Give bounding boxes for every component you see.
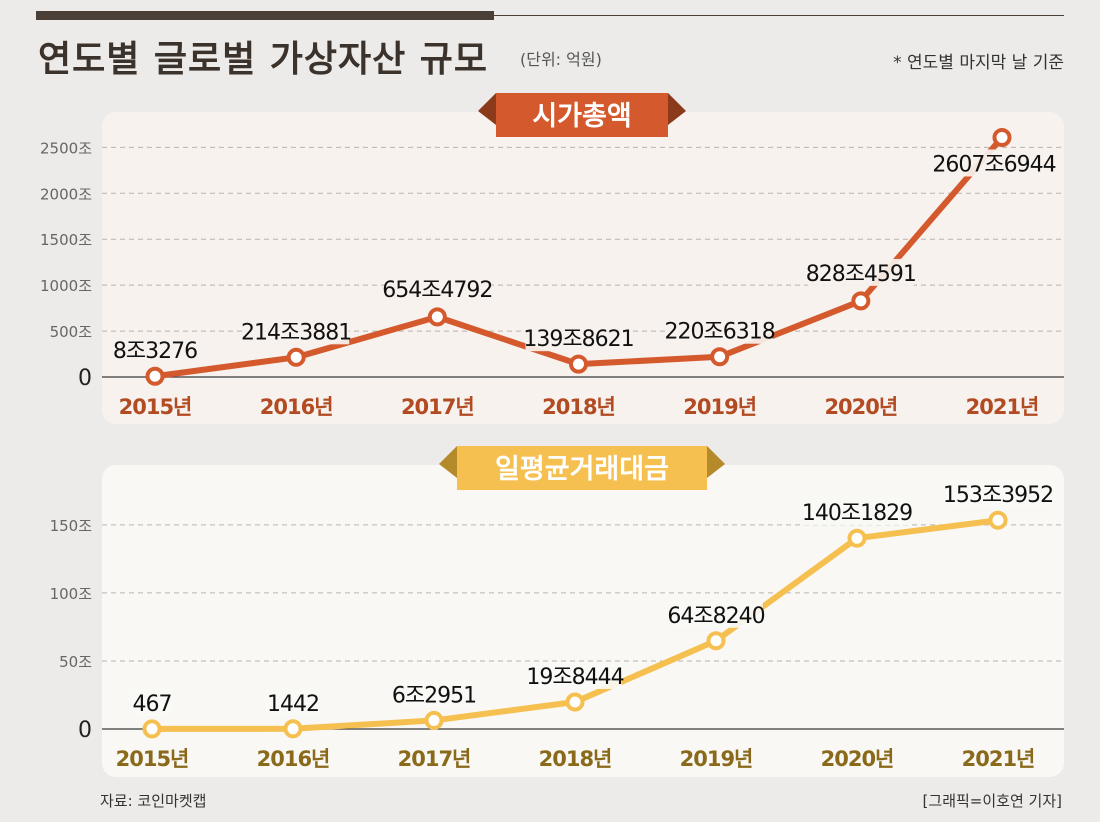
market-cap-data-point <box>992 127 1012 147</box>
trading-volume-data-label-bg <box>945 480 1051 508</box>
top-accent-bar <box>36 11 494 20</box>
trading-volume-banner-fold-left <box>439 446 457 478</box>
market-cap-data-label-bg <box>807 258 914 286</box>
market-cap-data-label: 8조3276 <box>113 339 197 364</box>
market-cap-x-tick: 2015년 <box>119 395 192 419</box>
trading-volume-data-point <box>142 719 162 739</box>
market-cap-data-label-bg <box>243 317 350 345</box>
market-cap-data-point <box>851 291 871 311</box>
graphic-credit: [그래픽=이호연 기자] <box>922 792 1062 810</box>
trading-volume-x-tick: 2017년 <box>398 747 471 771</box>
market-cap-data-label-bg <box>934 149 1054 177</box>
trading-volume-y-tick: 100조 <box>50 585 93 603</box>
trading-volume-data-label-bg <box>804 498 910 526</box>
market-cap-data-label: 220조6318 <box>665 320 775 345</box>
trading-volume-data-label: 140조1829 <box>802 501 912 526</box>
market-cap-banner-fold-left <box>478 93 496 125</box>
market-cap-y-tick: 2000조 <box>40 185 92 203</box>
trading-volume-banner <box>457 446 707 490</box>
market-cap-data-label-bg <box>384 274 491 302</box>
market-cap-data-label-bg <box>114 336 196 364</box>
trading-volume-data-point <box>706 631 726 651</box>
market-cap-y-tick: 0 <box>78 366 92 391</box>
market-cap-banner-fold-right <box>668 93 686 125</box>
market-cap-data-label: 139조8621 <box>523 327 633 352</box>
trading-volume-data-point <box>847 528 867 548</box>
trading-volume-data-label-bg <box>393 680 475 708</box>
trading-volume-data-label-bg <box>669 600 763 628</box>
trading-volume-x-tick: 2015년 <box>116 747 189 771</box>
market-cap-data-label: 2607조6944 <box>932 152 1055 177</box>
trading-volume-x-tick: 2021년 <box>962 747 1035 771</box>
top-accent-line <box>494 15 1064 16</box>
trading-volume-data-point <box>988 510 1008 530</box>
source-note: 자료: 코인마켓캡 <box>100 792 207 810</box>
trading-volume-banner-fold-right <box>707 446 725 478</box>
trading-volume-x-tick: 2020년 <box>821 747 894 771</box>
market-cap-data-label-bg <box>666 316 773 344</box>
market-cap-x-tick: 2019년 <box>683 395 756 419</box>
market-cap-x-tick: 2016년 <box>260 395 333 419</box>
trading-volume-data-label: 64조8240 <box>667 604 764 629</box>
market-cap-x-tick: 2017년 <box>401 395 474 419</box>
market-cap-x-tick: 2020년 <box>824 395 897 419</box>
trading-volume-data-label: 1442 <box>267 692 319 717</box>
unit-note: (단위: 억원) <box>520 50 602 69</box>
trading-volume-data-label: 153조3952 <box>943 483 1053 508</box>
market-cap-y-tick: 1000조 <box>40 277 92 295</box>
market-cap-data-label: 828조4591 <box>806 262 916 287</box>
trading-volume-x-tick: 2016년 <box>257 747 330 771</box>
market-cap-data-point <box>427 307 447 327</box>
market-cap-banner <box>496 93 668 137</box>
market-cap-data-point <box>286 347 306 367</box>
trading-volume-data-point <box>565 692 585 712</box>
trading-volume-data-label-bg <box>528 661 622 689</box>
trading-volume-data-label-bg <box>130 688 174 716</box>
market-cap-y-tick: 500조 <box>50 323 93 341</box>
market-cap-y-tick: 2500조 <box>40 139 92 157</box>
trading-volume-y-tick: 50조 <box>59 653 92 671</box>
basis-note: * 연도별 마지막 날 기준 <box>893 53 1064 73</box>
trading-volume-data-label: 467 <box>133 692 172 717</box>
trading-volume-x-tick: 2018년 <box>539 747 612 771</box>
trading-volume-data-label: 6조2951 <box>392 683 476 708</box>
market-cap-data-label-bg <box>525 324 632 352</box>
page-title: 연도별 글로벌 가상자산 규모 <box>38 39 489 80</box>
trading-volume-x-tick: 2019년 <box>680 747 753 771</box>
market-cap-data-point <box>145 366 165 386</box>
market-cap-data-point <box>569 354 588 374</box>
trading-volume-data-label-bg <box>265 688 321 716</box>
trading-volume-data-label: 19조8444 <box>526 665 623 690</box>
trading-volume-y-tick: 150조 <box>50 517 93 535</box>
market-cap-banner-title: 시가총액 <box>532 101 631 132</box>
trading-volume-data-point <box>283 719 303 739</box>
market-cap-x-tick: 2018년 <box>542 395 615 419</box>
market-cap-x-tick: 2021년 <box>966 395 1039 419</box>
market-cap-data-label: 654조4792 <box>382 278 492 303</box>
market-cap-data-label: 214조3881 <box>241 320 351 345</box>
trading-volume-y-tick: 0 <box>78 718 92 743</box>
trading-volume-data-point <box>424 710 444 730</box>
market-cap-y-tick: 1500조 <box>40 231 92 249</box>
trading-volume-banner-title: 일평균거래대금 <box>495 454 669 485</box>
market-cap-data-point <box>710 347 730 367</box>
